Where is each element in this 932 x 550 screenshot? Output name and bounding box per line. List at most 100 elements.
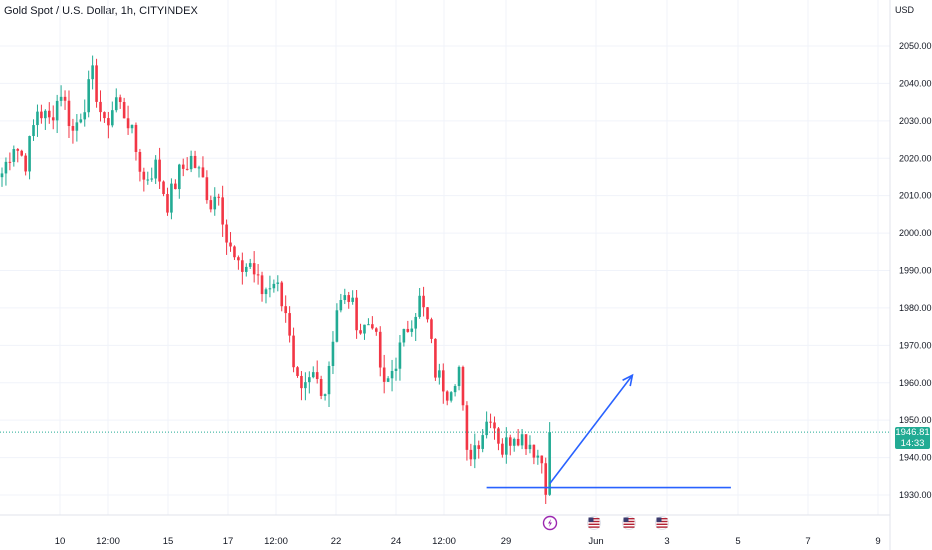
candle-down — [260, 275, 264, 295]
chart-grid — [0, 0, 890, 515]
current-price-tag: 1946.81 14:33 — [895, 427, 930, 449]
price-tick-label: 1950.00 — [899, 415, 932, 425]
price-tick-label: 1960.00 — [899, 378, 932, 388]
candle-down — [315, 372, 319, 380]
candle-down — [347, 295, 351, 302]
candle-down — [292, 335, 295, 368]
candle-down — [63, 96, 67, 101]
candle-up — [505, 437, 508, 455]
candle-up — [4, 161, 8, 174]
us-flag-icon[interactable] — [622, 516, 636, 530]
candle-down — [477, 445, 481, 449]
candle-down — [217, 196, 220, 198]
candle-up — [264, 289, 268, 295]
price-tick-label: 1990.00 — [899, 266, 932, 276]
candle-down — [544, 463, 548, 495]
candle-up — [91, 65, 94, 80]
price-tick-label: 1930.00 — [899, 490, 932, 500]
candle-down — [300, 375, 303, 389]
projection-arrowhead — [622, 373, 634, 387]
candle-down — [225, 224, 228, 243]
candle-down — [193, 155, 197, 168]
time-tick-label: 10 — [55, 536, 66, 547]
candle-down — [158, 159, 161, 182]
price-tick-label: 2030.00 — [899, 116, 932, 126]
candle-down — [406, 328, 410, 332]
candle-up — [323, 394, 327, 396]
candle-down — [375, 328, 378, 332]
price-tick-label: 1940.00 — [899, 453, 932, 463]
candle-down — [296, 367, 299, 376]
candle-up — [485, 421, 488, 436]
candle-down — [67, 100, 71, 127]
candle-up — [79, 119, 83, 123]
candle-down — [166, 194, 169, 213]
candle-down — [497, 428, 500, 444]
candle-up — [343, 295, 347, 301]
candle-up — [87, 79, 90, 113]
candle-down — [8, 161, 12, 163]
candle-down — [99, 101, 102, 113]
time-tick-label: 17 — [223, 536, 234, 547]
candle-down — [430, 319, 433, 339]
candle-down — [47, 110, 51, 118]
candle-up — [438, 370, 441, 378]
candle-up — [311, 372, 315, 378]
time-tick-label: 9 — [875, 536, 880, 547]
candle-up — [481, 435, 484, 449]
candle-up — [386, 378, 390, 382]
candle-down — [461, 366, 465, 406]
candle-up — [178, 164, 181, 190]
lightning-icon[interactable] — [542, 515, 558, 531]
candle-up — [331, 341, 335, 366]
candle-up — [473, 445, 477, 460]
bar-countdown: 14:33 — [900, 438, 925, 449]
currency-label: USD — [894, 5, 914, 15]
candle-down — [205, 177, 209, 201]
candle-up — [335, 310, 339, 342]
candle-down — [51, 117, 55, 121]
candle-down — [95, 65, 98, 102]
candle-up — [114, 97, 118, 111]
price-tick-label: 2010.00 — [899, 191, 932, 201]
time-tick-label: 3 — [664, 536, 669, 547]
candle-down — [233, 246, 236, 258]
candle-down — [181, 164, 185, 169]
candle-up — [390, 370, 394, 379]
candle-up — [394, 368, 398, 371]
candle-down — [134, 124, 138, 152]
candle-up — [150, 178, 154, 180]
projection-arrow-line — [549, 374, 634, 485]
candle-down — [508, 437, 512, 446]
candle-up — [154, 159, 157, 179]
us-flag-icon[interactable] — [655, 516, 669, 530]
us-flag-icon[interactable] — [587, 516, 601, 530]
candle-up — [367, 324, 370, 326]
candle-down — [355, 297, 358, 331]
candle-up — [44, 110, 47, 119]
candle-down — [162, 181, 165, 195]
candle-up — [304, 382, 307, 389]
candle-down — [280, 282, 284, 307]
candle-up — [55, 100, 59, 121]
candle-up — [130, 124, 134, 129]
candle-down — [441, 370, 445, 392]
drawings-layer — [0, 373, 890, 489]
candle-up — [272, 283, 276, 289]
price-tick-label: 1980.00 — [899, 303, 932, 313]
candle-up — [268, 288, 272, 290]
candle-up — [327, 365, 331, 395]
price-tick-label: 1970.00 — [899, 340, 932, 350]
current-price-value: 1946.81 — [895, 427, 930, 438]
candle-up — [189, 155, 193, 170]
candle-down — [71, 126, 75, 131]
time-tick-label: 7 — [805, 536, 810, 547]
candle-up — [248, 263, 252, 267]
candle-down — [256, 274, 260, 276]
candle-up — [75, 122, 79, 131]
chart-title: Gold Spot / U.S. Dollar, 1h, CITYINDEX — [4, 5, 198, 17]
candle-up — [528, 444, 532, 450]
price-tick-label: 2020.00 — [899, 153, 932, 163]
candle-down — [288, 313, 291, 336]
